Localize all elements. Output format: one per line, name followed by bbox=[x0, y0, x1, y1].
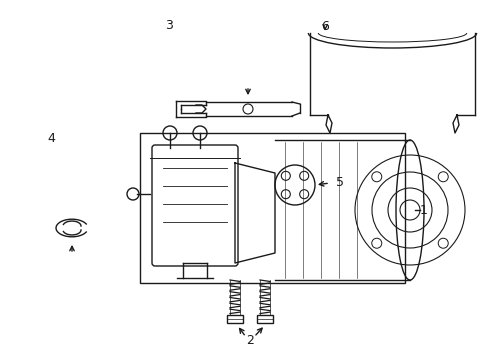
Text: 3: 3 bbox=[164, 19, 172, 32]
Text: 1: 1 bbox=[419, 203, 427, 216]
Text: 4: 4 bbox=[47, 132, 55, 145]
Text: 2: 2 bbox=[245, 333, 253, 346]
Text: 6: 6 bbox=[321, 21, 328, 33]
Text: 5: 5 bbox=[335, 176, 343, 189]
Bar bbox=[257, 315, 272, 323]
Bar bbox=[140, 133, 404, 283]
Bar bbox=[226, 315, 243, 323]
